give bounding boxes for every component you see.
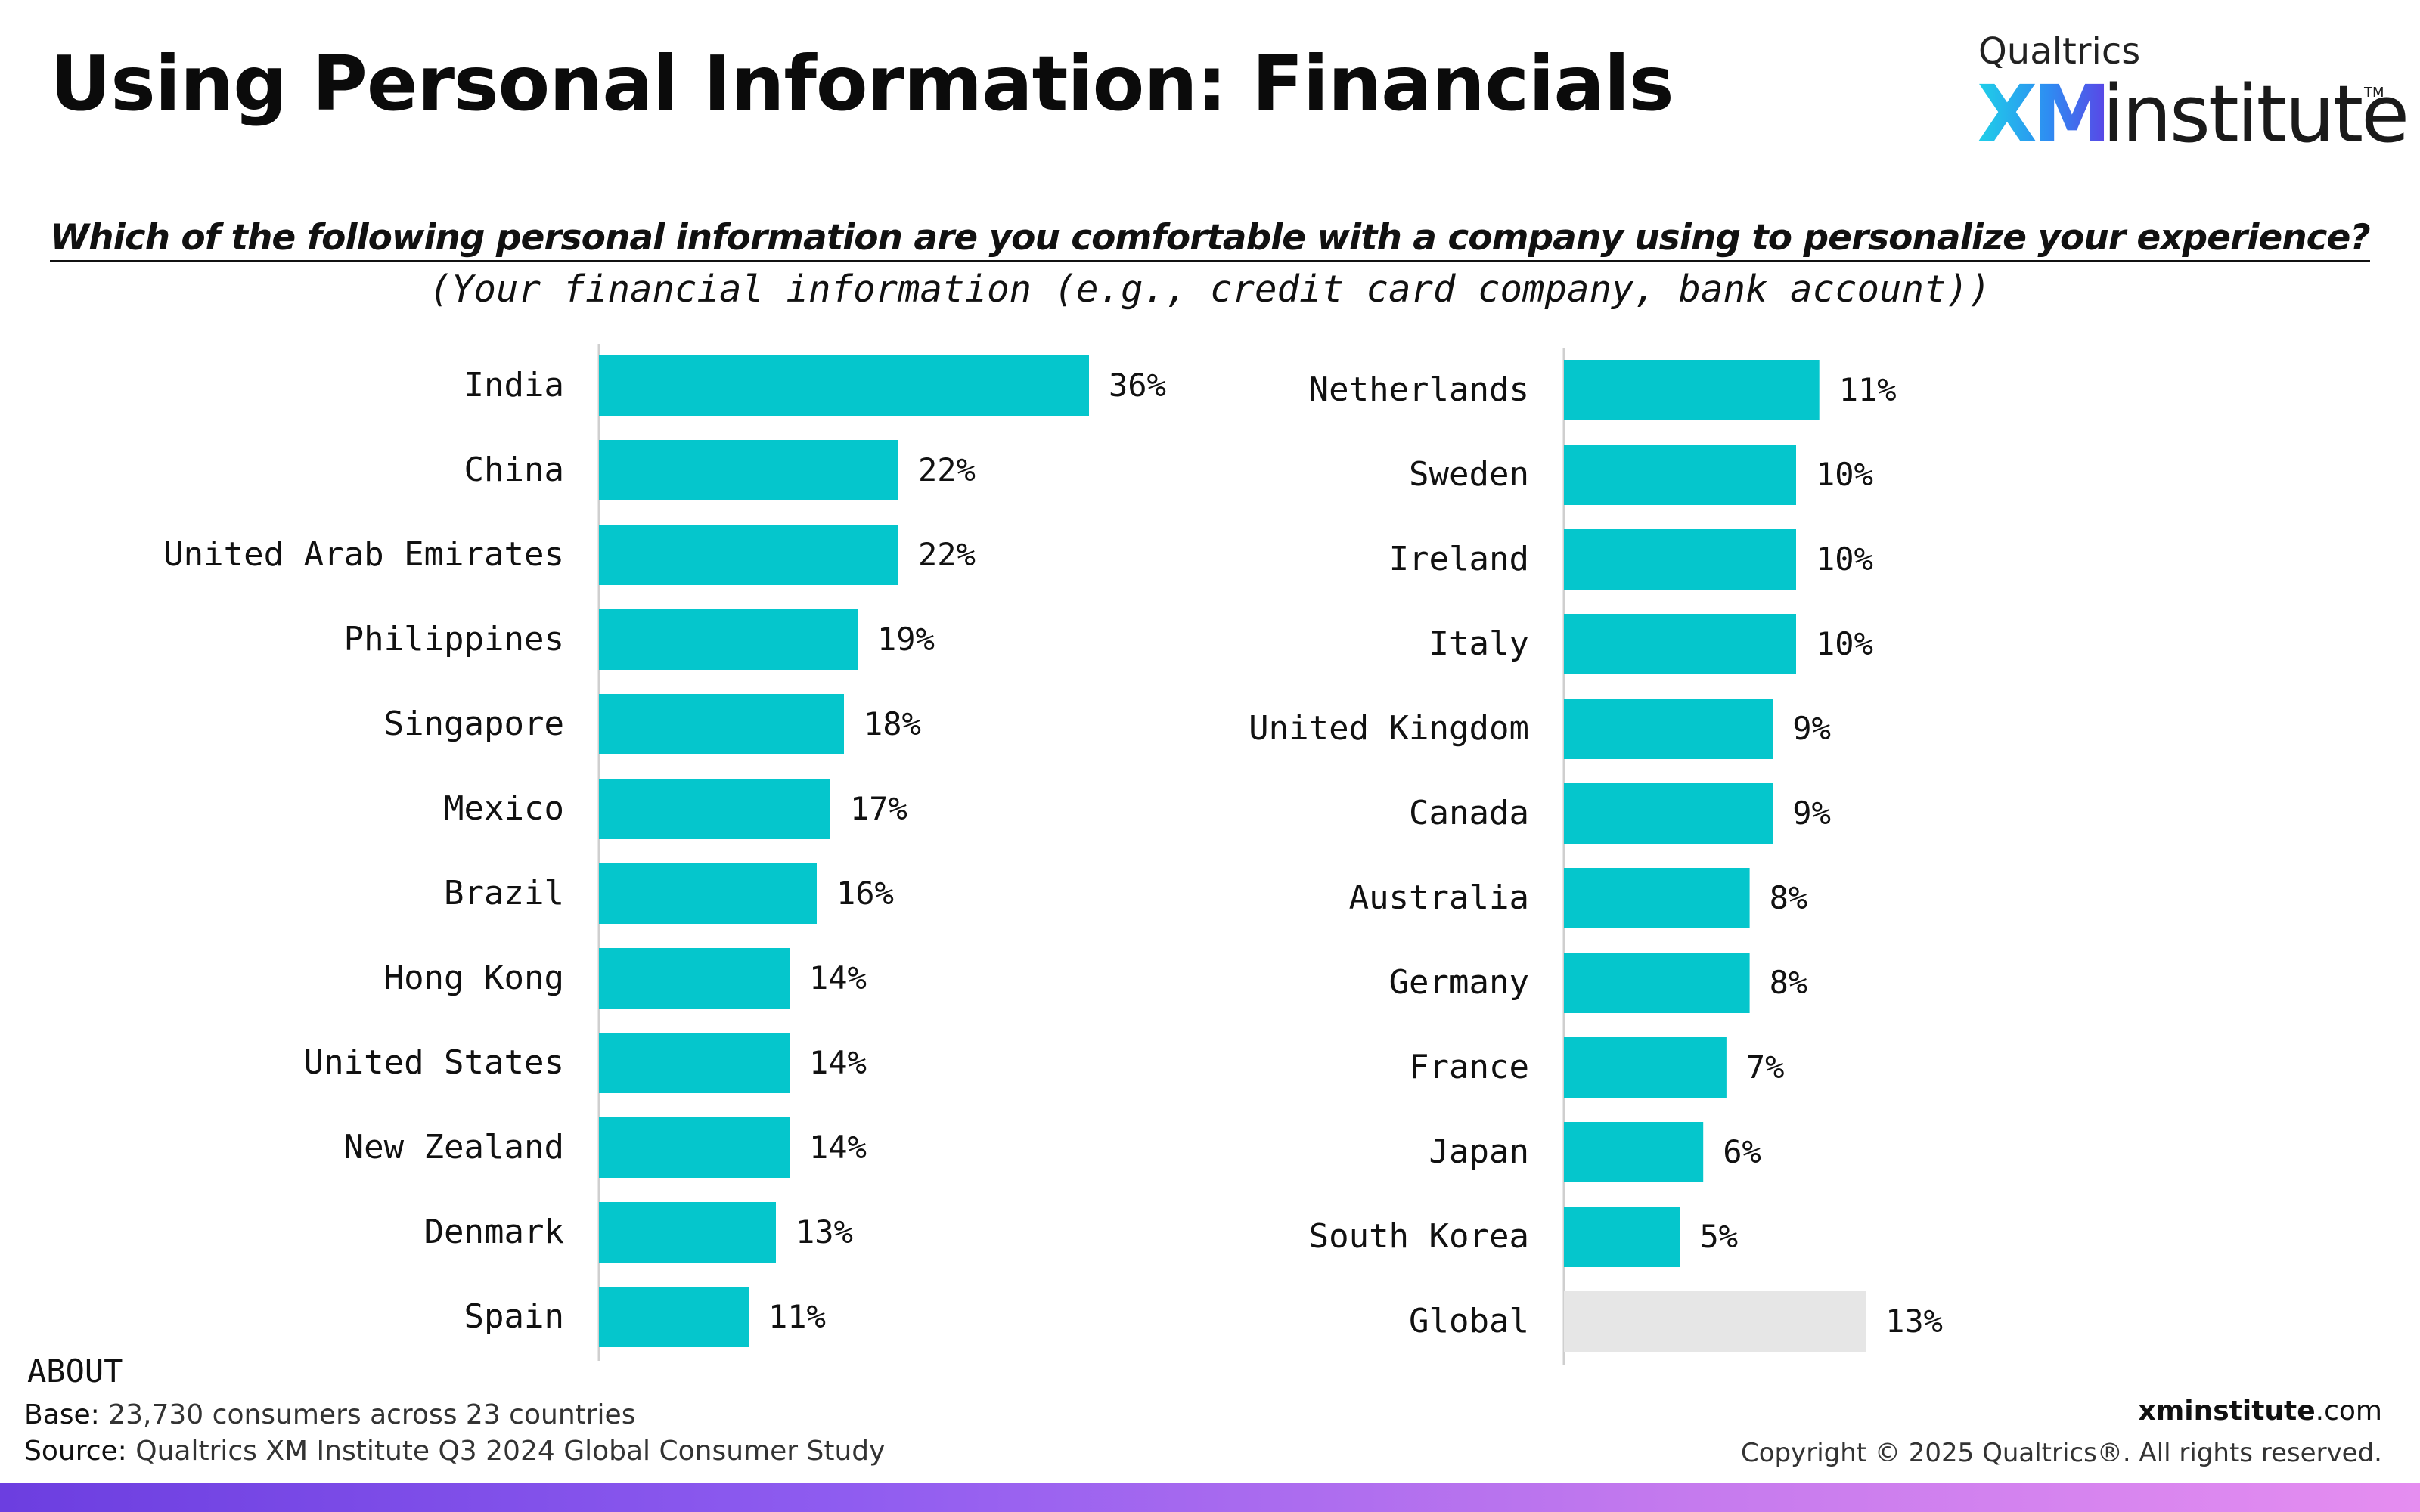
logo-institute: institute (2102, 68, 2409, 160)
category-label-south-korea: South Korea (1309, 1217, 1529, 1256)
bar-italy (1564, 614, 1796, 674)
bar-global (1564, 1291, 1866, 1352)
category-label-united-arab-emirates: United Arab Emirates (163, 535, 564, 574)
site-link-domain: .com (2315, 1396, 2382, 1427)
category-label-ireland: Ireland (1389, 540, 1529, 578)
base-key: Base: (24, 1399, 100, 1430)
bar-ireland (1564, 529, 1796, 590)
bar-china (599, 440, 898, 500)
bar-united-states (599, 1033, 790, 1093)
bar-philippines (599, 609, 858, 670)
bar-charts: India 36% China 22% United Arab Emirates 22% P… (163, 344, 1943, 1365)
bar-new-zealand (599, 1117, 790, 1178)
bar-brazil (599, 863, 817, 924)
value-label-australia: 8% (1770, 879, 1808, 916)
bar-germany (1564, 953, 1750, 1013)
category-label-italy: Italy (1429, 624, 1529, 663)
bar-australia (1564, 868, 1750, 928)
value-label-singapore: 18% (864, 705, 921, 742)
category-label-new-zealand: New Zealand (344, 1128, 564, 1167)
value-label-brazil: 16% (836, 875, 894, 912)
category-label-brazil: Brazil (444, 874, 564, 912)
value-label-sweden: 10% (1816, 456, 1873, 493)
base-value: 23,730 consumers across 23 countries (108, 1399, 636, 1430)
value-label-italy: 10% (1816, 625, 1873, 662)
survey-question-text: Which of the following personal informat… (50, 217, 2371, 262)
copyright-note: Copyright © 2025 Qualtrics®. All rights … (1740, 1438, 2382, 1468)
value-label-canada: 9% (1792, 795, 1831, 832)
category-label-canada: Canada (1409, 794, 1529, 832)
source-value: Qualtrics XM Institute Q3 2024 Global Co… (135, 1436, 886, 1467)
category-label-japan: Japan (1429, 1132, 1529, 1171)
value-label-netherlands: 11% (1839, 371, 1897, 408)
value-label-south-korea: 5% (1700, 1218, 1739, 1255)
category-label-denmark: Denmark (424, 1213, 564, 1251)
bar-singapore (599, 694, 844, 754)
bar-sweden (1564, 445, 1796, 505)
category-label-france: France (1409, 1048, 1529, 1086)
category-label-philippines: Philippines (344, 620, 564, 658)
value-label-new-zealand: 14% (809, 1129, 867, 1166)
category-label-global: Global (1409, 1302, 1529, 1340)
logo-brand: Qualtrics (1978, 30, 2141, 73)
category-label-australia: Australia (1349, 878, 1529, 917)
value-label-japan: 6% (1723, 1133, 1761, 1170)
category-label-china: China (464, 451, 564, 489)
category-label-united-states: United States (304, 1043, 564, 1082)
value-label-denmark: 13% (796, 1213, 853, 1250)
source-note: Source: Qualtrics XM Institute Q3 2024 G… (24, 1436, 885, 1467)
bar-france (1564, 1037, 1727, 1098)
category-label-spain: Spain (464, 1297, 564, 1336)
value-label-united-arab-emirates: 22% (918, 536, 976, 573)
value-label-ireland: 10% (1816, 541, 1873, 578)
survey-question: Which of the following personal informat… (0, 217, 2420, 262)
category-label-india: India (464, 366, 564, 404)
category-label-germany: Germany (1389, 963, 1529, 1002)
chart-subtitle: (Your financial information (e.g., credi… (429, 268, 1991, 311)
bar-hong-kong (599, 948, 790, 1009)
bar-india (599, 355, 1089, 416)
site-link-bold: xminstitute (2138, 1396, 2316, 1427)
value-label-hong-kong: 14% (809, 959, 867, 996)
value-label-global: 13% (1885, 1303, 1943, 1340)
base-note: Base: 23,730 consumers across 23 countri… (24, 1399, 635, 1430)
value-label-united-kingdom: 9% (1792, 710, 1831, 747)
category-label-united-kingdom: United Kingdom (1249, 709, 1529, 748)
about-heading: ABOUT (27, 1352, 123, 1390)
page-title: Using Personal Information: Financials (50, 39, 1674, 128)
bar-netherlands (1564, 360, 1820, 420)
value-label-united-states: 14% (809, 1044, 867, 1081)
category-label-netherlands: Netherlands (1309, 370, 1529, 409)
bar-canada (1564, 783, 1773, 844)
value-label-germany: 8% (1770, 964, 1808, 1001)
chart-left-panel: India 36% China 22% United Arab Emirates 22% P… (163, 344, 1166, 1361)
bottom-gradient-bar (0, 1483, 2420, 1512)
value-label-france: 7% (1746, 1049, 1785, 1086)
chart-right-panel: Netherlands 11% Sweden 10% Ireland 10% Italy 10… (1249, 348, 1943, 1365)
category-label-sweden: Sweden (1409, 455, 1529, 494)
bar-mexico (599, 779, 830, 839)
bar-japan (1564, 1122, 1704, 1182)
category-label-singapore: Singapore (384, 705, 564, 743)
value-label-china: 22% (918, 451, 976, 488)
bar-united-arab-emirates (599, 525, 898, 585)
category-label-mexico: Mexico (444, 789, 564, 828)
value-label-india: 36% (1109, 367, 1166, 404)
bar-south-korea (1564, 1207, 1680, 1267)
value-label-philippines: 19% (877, 621, 935, 658)
xm-institute-logo: Qualtrics XM institute TM (1975, 30, 2409, 160)
bar-united-kingdom (1564, 699, 1773, 759)
value-label-mexico: 17% (850, 790, 908, 827)
bar-denmark (599, 1202, 776, 1263)
category-label-hong-kong: Hong Kong (384, 959, 564, 997)
logo-tm: TM (2364, 85, 2384, 101)
value-label-spain: 11% (768, 1298, 826, 1335)
site-link[interactable]: xminstitute.com (2139, 1396, 2382, 1427)
bar-spain (599, 1287, 749, 1347)
logo-xm: XM (1977, 68, 2111, 160)
source-key: Source: (24, 1436, 127, 1467)
